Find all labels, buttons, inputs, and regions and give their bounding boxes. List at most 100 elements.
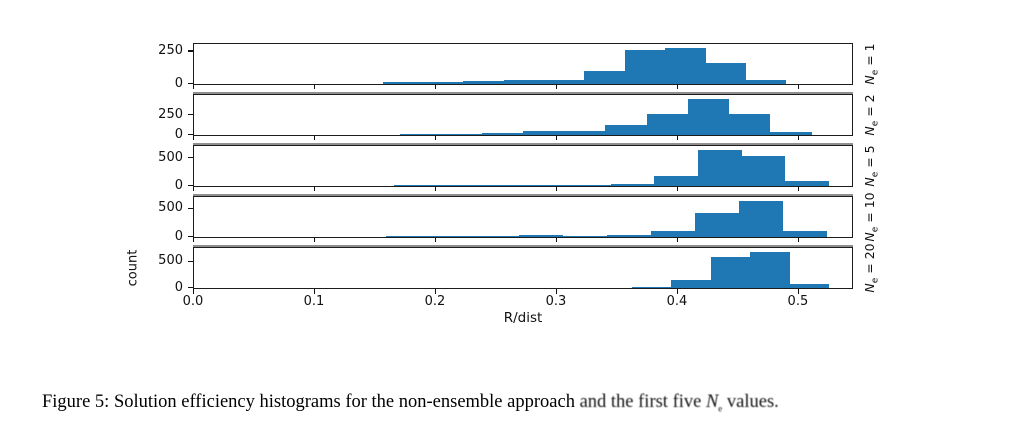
y-tick-mark: [188, 184, 193, 187]
y-tick-mark: [188, 50, 193, 52]
histogram-bar: [474, 236, 520, 237]
histogram-bar: [789, 283, 830, 288]
x-tick-mark: [677, 238, 679, 242]
histogram-bar: [687, 99, 730, 135]
y-tick-mark: [188, 207, 193, 209]
histogram-bar: [584, 71, 626, 84]
panel-separator: [193, 194, 853, 196]
x-tick-mark: [797, 136, 800, 140]
panel-separator: [193, 92, 853, 94]
histogram-bar: [562, 235, 608, 237]
panel-separator: [193, 245, 853, 247]
histogram-bar: [430, 236, 475, 237]
x-tick-mark: [556, 136, 558, 140]
histogram-figure: R/dist count 0 250 Ne = 1 0 250 Ne = 2 0 500 Ne …: [125, 43, 881, 326]
panel-right-label: Ne = 20: [861, 243, 881, 293]
x-tick-label: 0.3: [545, 294, 567, 309]
caption-text-prefix: Figure 5: Solution efficiency histograms…: [42, 392, 580, 412]
y-tick-mark: [188, 235, 193, 238]
histogram-bar: [463, 81, 505, 84]
histogram-bar: [741, 156, 786, 186]
histogram-bar: [654, 175, 699, 186]
panel-right-label: Ne = 10: [861, 192, 881, 242]
histogram-bar: [503, 80, 545, 84]
histogram-bar: [664, 47, 706, 84]
histogram-bar: [646, 114, 689, 135]
panel-right-label: Ne = 2: [861, 94, 881, 136]
histogram-bar: [782, 230, 828, 237]
x-tick-mark: [193, 187, 195, 191]
histogram-bar: [671, 280, 712, 288]
x-tick-mark: [314, 289, 316, 294]
x-tick-label: 0.4: [666, 294, 688, 309]
y-tick-label: 0: [174, 75, 183, 91]
x-tick-mark: [193, 85, 195, 89]
x-tick-mark: [556, 85, 558, 89]
x-tick-mark: [314, 136, 316, 140]
y-tick-label: 0: [174, 228, 183, 244]
histogram-bar: [784, 181, 829, 186]
histogram-bar: [606, 234, 652, 237]
histogram-panel: [193, 247, 853, 289]
histogram-bar: [610, 183, 655, 186]
x-tick-mark: [677, 85, 679, 89]
histogram-bar: [705, 62, 746, 84]
x-tick-label: 0.5: [787, 294, 809, 309]
histogram-bar: [399, 133, 442, 135]
x-tick-label: 0.2: [424, 294, 446, 309]
histogram-bar: [382, 82, 424, 84]
histogram-bar: [423, 82, 464, 84]
y-tick-label: 0: [174, 177, 183, 193]
histogram-bar: [523, 184, 568, 186]
y-tick-label: 500: [158, 200, 183, 216]
x-tick-mark: [193, 136, 195, 140]
histogram-bar: [650, 230, 696, 237]
histogram-panel: [193, 196, 853, 238]
y-axis-label: count: [125, 249, 141, 287]
y-tick-mark: [188, 114, 193, 116]
histogram-bar: [518, 234, 564, 237]
y-tick-label: 500: [158, 253, 183, 269]
x-tick-mark: [677, 136, 679, 140]
x-tick-mark: [797, 238, 800, 242]
y-tick-mark: [188, 82, 193, 85]
x-tick-mark: [677, 289, 679, 294]
x-tick-mark: [314, 85, 316, 89]
histogram-bar: [440, 133, 483, 135]
x-tick-mark: [797, 187, 800, 191]
x-tick-mark: [314, 187, 316, 191]
caption-text-degraded: and the first five Ne values.: [579, 392, 779, 414]
histogram-bar: [605, 124, 648, 135]
histogram-bar: [543, 80, 585, 84]
histogram-bar: [745, 79, 787, 84]
x-tick-mark: [435, 136, 437, 140]
histogram-bar: [523, 131, 565, 135]
x-tick-mark: [314, 238, 316, 242]
y-tick-mark: [188, 133, 193, 136]
caption-symbol-subscript: e: [718, 403, 723, 414]
x-tick-label: 0.0: [182, 294, 204, 309]
panel-right-label: Ne = 1: [861, 43, 881, 85]
histogram-bar: [769, 132, 812, 135]
x-tick-mark: [556, 238, 558, 242]
histogram-bar: [393, 185, 438, 186]
figure-caption: Figure 5: Solution efficiency histograms…: [42, 391, 994, 421]
y-tick-mark: [188, 260, 193, 262]
histogram-bar: [694, 212, 740, 237]
x-tick-mark: [435, 187, 437, 191]
x-tick-label: 0.1: [303, 294, 325, 309]
histogram-bar: [738, 200, 784, 237]
histogram-bar: [482, 132, 524, 135]
histogram-bar: [386, 236, 431, 237]
x-tick-mark: [556, 187, 558, 191]
x-tick-mark: [556, 289, 558, 294]
histogram-panel: [193, 94, 853, 136]
x-tick-mark: [193, 238, 195, 242]
histogram-bar: [710, 256, 751, 288]
x-tick-mark: [435, 289, 437, 294]
x-tick-mark: [677, 187, 679, 191]
histogram-bar: [632, 286, 672, 288]
y-tick-mark: [188, 286, 193, 289]
y-tick-label: 0: [174, 126, 183, 142]
